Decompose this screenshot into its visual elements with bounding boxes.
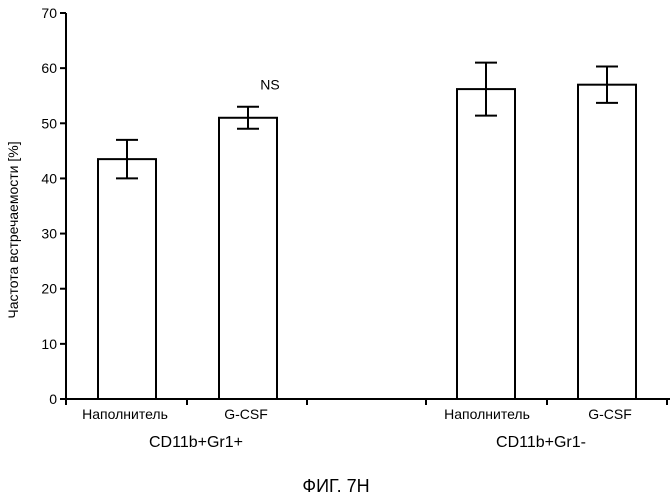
figure-caption: ФИГ. 7H	[302, 476, 369, 496]
group-label: CD11b+Gr1-	[496, 434, 586, 451]
y-tick-label: 50	[41, 115, 57, 131]
significance-annotation: NS	[260, 77, 279, 93]
category-label: G-CSF	[588, 406, 632, 422]
group-label: CD11b+Gr1+	[149, 434, 243, 451]
y-tick-label: 20	[41, 281, 57, 297]
y-axis: 0 10 20 30 40 50 60 70	[41, 5, 66, 407]
y-tick-label: 70	[41, 5, 57, 21]
y-tick-label: 60	[41, 60, 57, 76]
y-tick-label: 40	[41, 170, 57, 186]
y-tick-label: 30	[41, 226, 57, 242]
bars	[98, 85, 636, 399]
y-tick-label: 10	[41, 336, 57, 352]
bar	[219, 118, 277, 399]
y-axis-label: Частота встречаемости [%]	[5, 141, 21, 318]
y-tick-label: 0	[49, 391, 57, 407]
category-label: Наполнитель	[444, 406, 530, 422]
bar	[457, 89, 515, 399]
category-label: G-CSF	[224, 406, 268, 422]
bar	[98, 159, 156, 399]
bar	[578, 85, 636, 399]
category-labels: НаполнительG-CSFНаполнительG-CSFCD11b+Gr…	[82, 77, 632, 451]
category-label: Наполнитель	[82, 406, 168, 422]
error-bars	[116, 63, 618, 179]
